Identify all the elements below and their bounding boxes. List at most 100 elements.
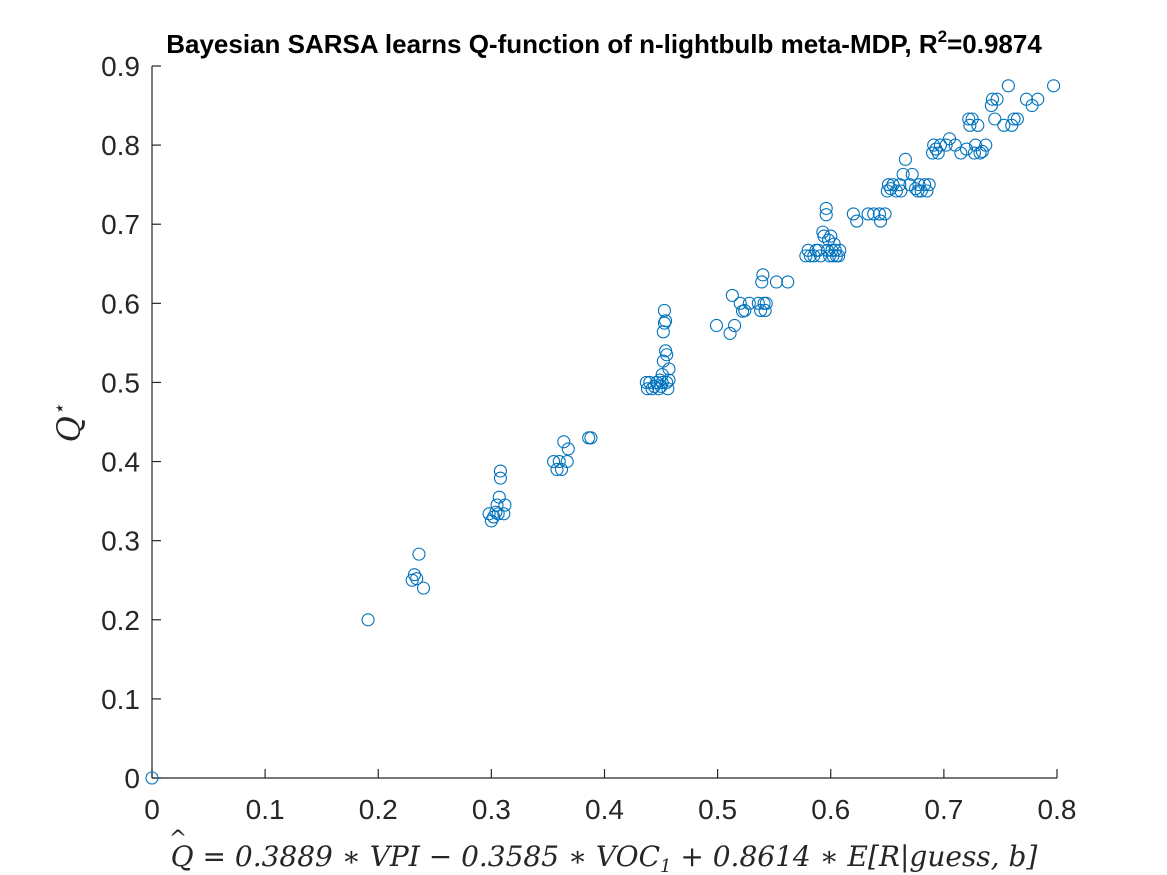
chart-title-value: =0.9874 [947, 29, 1042, 59]
data-point [661, 382, 675, 396]
data-point [920, 184, 934, 198]
x-axis-label: Q = 0.3889 ∗ VPI − 0.3585 ∗ VOC1 + 0.861… [171, 840, 1038, 875]
data-points [145, 79, 1061, 785]
data-point [931, 146, 945, 160]
x-tick-label: 0.6 [811, 794, 850, 825]
data-point [819, 208, 833, 222]
y-tick-label: 0.4 [101, 447, 140, 478]
y-tick-label: 0 [124, 763, 140, 794]
data-point [1047, 79, 1061, 93]
y-tick-label: 0.1 [101, 684, 140, 715]
data-point [799, 249, 813, 263]
x-tick-label: 0.7 [924, 794, 963, 825]
data-point [959, 142, 974, 156]
y-axis-label-superscript: ⋆ [47, 404, 71, 417]
data-point [817, 229, 831, 243]
data-point [547, 455, 561, 469]
data-point [552, 455, 566, 469]
data-point [662, 373, 676, 387]
data-point [497, 507, 511, 521]
data-point [361, 613, 375, 627]
data-point [867, 207, 881, 221]
data-point [985, 92, 1000, 106]
x-tick-label: 0.3 [472, 794, 511, 825]
data-point [905, 167, 919, 181]
data-point [416, 581, 431, 595]
data-point [412, 547, 426, 561]
y-axis-label: Q⋆ [47, 404, 88, 443]
data-point [410, 572, 424, 586]
chart-title-superscript: 2 [938, 27, 947, 46]
x-axis-label-rhs: = 0.3889 ∗ VPI − 0.3585 ∗ VOC [194, 840, 660, 873]
data-point [914, 184, 928, 198]
data-point [850, 214, 864, 228]
data-point [584, 431, 598, 445]
data-point [493, 471, 507, 485]
data-point [926, 146, 940, 160]
y-axis-ticks: 0 0.1 0.2 0.3 0.4 0.5 0.6 0.7 0.8 0.9 [101, 51, 161, 794]
x-tick-label: 0.1 [246, 794, 285, 825]
data-point [561, 442, 575, 456]
data-point [482, 507, 496, 521]
data-point [640, 382, 655, 396]
data-point [755, 275, 769, 289]
data-point [557, 435, 571, 449]
y-axis-label-text: Q [50, 416, 88, 442]
data-point [742, 296, 756, 310]
data-point [489, 505, 503, 519]
data-point [963, 118, 977, 132]
x-tick-label: 0 [144, 794, 160, 825]
data-point [846, 207, 860, 221]
data-point [878, 207, 892, 221]
data-point [738, 303, 752, 318]
data-point [759, 296, 773, 310]
x-axis-ticks: 0 0.1 0.2 0.3 0.4 0.5 0.6 0.7 0.8 [144, 769, 1076, 825]
data-point [889, 184, 903, 198]
data-point [811, 243, 825, 257]
data-point [997, 118, 1011, 132]
data-point [659, 314, 673, 328]
x-axis-label-lhs: Q [171, 840, 194, 873]
data-point [490, 498, 504, 512]
data-point [1031, 92, 1045, 106]
x-axis-label-subscript: 1 [660, 856, 671, 875]
data-point [971, 118, 985, 132]
y-tick-label: 0.3 [101, 526, 140, 557]
data-point [781, 275, 795, 289]
data-point [709, 318, 724, 333]
data-point [918, 178, 932, 192]
chart-title-main: Bayesian SARSA learns Q-function of n-li… [166, 29, 938, 59]
data-point [733, 296, 747, 310]
data-point [660, 348, 674, 362]
data-point [756, 268, 770, 282]
data-point [751, 296, 765, 310]
data-point [824, 229, 838, 243]
data-point [872, 207, 886, 221]
plot-axes [151, 66, 1057, 779]
data-point [484, 514, 498, 528]
x-tick-label: 0.4 [585, 794, 624, 825]
data-point [550, 462, 564, 477]
data-point [653, 373, 667, 387]
data-point [967, 146, 981, 160]
data-point [145, 771, 159, 785]
data-point [933, 138, 948, 152]
data-point [491, 507, 505, 521]
y-tick-label: 0.9 [101, 51, 140, 82]
data-point [861, 207, 875, 221]
data-point [819, 201, 833, 215]
data-point [990, 92, 1004, 106]
data-point [886, 178, 900, 192]
x-tick-label: 0.8 [1038, 794, 1077, 825]
data-point [662, 362, 676, 376]
data-point [988, 112, 1002, 126]
y-tick-label: 0.8 [101, 130, 140, 161]
data-point [896, 167, 910, 181]
data-point [493, 464, 507, 478]
x-tick-label: 0.5 [698, 794, 737, 825]
data-point [884, 182, 898, 196]
x-axis-label-tail: + 0.8614 ∗ E[R|guess, b] [671, 840, 1037, 873]
chart-title: Bayesian SARSA learns Q-function of n-li… [166, 27, 1042, 59]
data-point [723, 326, 737, 340]
